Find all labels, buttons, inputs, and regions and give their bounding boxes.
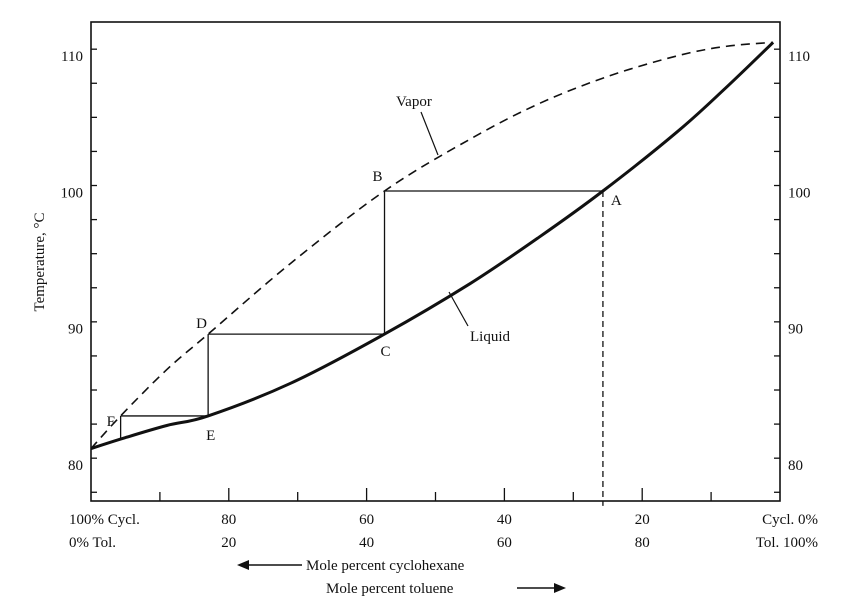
vapor-curve-label: Vapor bbox=[396, 94, 432, 110]
plot-frame bbox=[90, 21, 781, 502]
toluene-arrowhead bbox=[554, 583, 566, 593]
toluene-axis-label: Mole percent toluene bbox=[326, 581, 454, 597]
point-label-D: D bbox=[196, 316, 207, 332]
curves bbox=[90, 41, 775, 451]
y-tick-label-left: 90 bbox=[68, 322, 83, 338]
chart-labels: Temperature, °C Vapor Liquid Mole percen… bbox=[32, 94, 510, 597]
y-tick-label-right: 110 bbox=[788, 49, 810, 65]
vapor-pointer-line bbox=[420, 111, 439, 156]
point-label-C: C bbox=[381, 344, 391, 360]
x-tick-label-cyclohexane: 80 bbox=[221, 512, 236, 528]
x-tick-label-cyclohexane: 60 bbox=[359, 512, 374, 528]
y-tick-label-right: 80 bbox=[788, 458, 803, 474]
point-label-A: A bbox=[611, 193, 622, 209]
liquid-curve bbox=[90, 41, 775, 451]
y-tick-label-right: 100 bbox=[788, 185, 811, 201]
x-tick-label-cyclohexane: Cycl. 0% bbox=[762, 512, 818, 528]
x-tick-label-toluene: 60 bbox=[497, 535, 512, 551]
point-label-B: B bbox=[373, 169, 383, 185]
x-tick-label-toluene: 40 bbox=[359, 535, 374, 551]
y-axis-label: Temperature, °C bbox=[32, 212, 48, 311]
liquid-pointer-line bbox=[448, 291, 469, 327]
cyclohexane-arrowhead bbox=[237, 560, 249, 570]
y-tick-label-left: 80 bbox=[68, 458, 83, 474]
point-label-F: F bbox=[107, 414, 115, 430]
x-tick-label-toluene: Tol. 100% bbox=[756, 535, 818, 551]
liquid-curve-label: Liquid bbox=[470, 329, 510, 345]
y-tick-label-left: 100 bbox=[61, 185, 84, 201]
point-label-E: E bbox=[206, 428, 215, 444]
x-tick-label-cyclohexane: 20 bbox=[635, 512, 650, 528]
vapor-curve bbox=[90, 41, 774, 450]
y-tick-label-right: 90 bbox=[788, 322, 803, 338]
x-tick-label-cyclohexane: 100% Cycl. bbox=[69, 512, 140, 528]
cyclohexane-axis-label: Mole percent cyclohexane bbox=[306, 558, 465, 574]
step-lines: A B C D E F bbox=[107, 111, 622, 593]
x-tick-label-toluene: 0% Tol. bbox=[69, 535, 116, 551]
y-tick-label-left: 110 bbox=[61, 49, 83, 65]
axes: 80 80 90 90 100 100 110 110 100% Cycl. 0% Tol. 80 2… bbox=[61, 21, 818, 551]
x-tick-label-toluene: 20 bbox=[221, 535, 236, 551]
x-tick-label-toluene: 80 bbox=[635, 535, 650, 551]
x-tick-label-cyclohexane: 40 bbox=[497, 512, 512, 528]
